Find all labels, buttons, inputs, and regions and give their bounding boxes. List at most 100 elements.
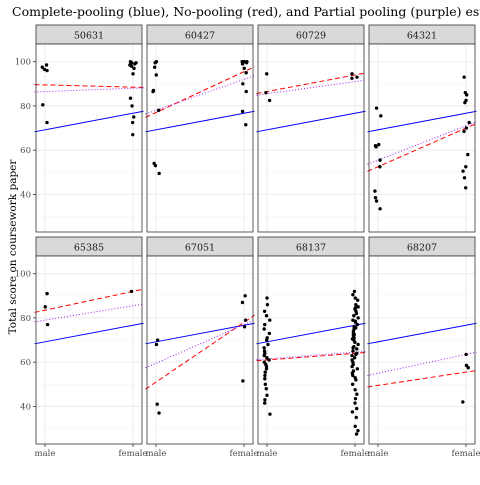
data-point (356, 429, 360, 433)
panel-border (146, 43, 254, 233)
data-point (356, 298, 360, 302)
complete-pooling-line (34, 110, 144, 133)
facet-panel-60427: 60427 (145, 24, 255, 233)
data-point (153, 61, 157, 65)
data-point (355, 367, 360, 371)
panel-border (35, 255, 143, 445)
data-point (157, 171, 161, 176)
complete-pooling-line (256, 322, 366, 345)
data-point (129, 289, 134, 294)
data-point (353, 296, 357, 300)
data-point (355, 322, 360, 327)
data-point (244, 71, 248, 75)
partial-pooling-line (34, 87, 144, 93)
data-point (373, 196, 378, 200)
data-point (354, 311, 359, 316)
facet-strip-label: 60729 (296, 31, 326, 42)
y-tick-label: 60 (20, 146, 31, 156)
data-point (464, 93, 469, 97)
data-point (350, 382, 355, 386)
data-point (263, 382, 268, 386)
data-point (461, 400, 465, 404)
x-tick-label-female: female (340, 449, 369, 459)
data-point (353, 388, 357, 392)
data-point (243, 318, 248, 322)
data-point (265, 356, 269, 360)
data-point (128, 96, 133, 100)
data-point (353, 396, 358, 401)
data-point (464, 352, 468, 357)
data-point (131, 120, 135, 125)
data-point (152, 65, 157, 69)
data-point (464, 126, 469, 130)
facet-strip-label: 68137 (296, 243, 326, 254)
y-tick-label: 40 (20, 190, 31, 200)
data-point (265, 72, 269, 76)
data-point (268, 412, 272, 416)
x-tick-label-female: female (229, 449, 258, 459)
complete-pooling-line (367, 322, 477, 345)
complete-pooling-line (34, 322, 144, 345)
data-point (156, 108, 161, 113)
data-point (263, 373, 267, 378)
facet-strip-label: 68207 (407, 243, 437, 254)
data-point (242, 66, 246, 71)
facet-panel-68207: 68207 male female (367, 236, 480, 459)
partial-pooling-line (145, 319, 255, 369)
no-pooling-line (367, 370, 477, 388)
panel-border (368, 255, 476, 445)
data-point (354, 352, 358, 357)
no-pooling-line (34, 288, 144, 313)
no-pooling-line (145, 66, 255, 118)
data-point (157, 411, 161, 415)
panel-border (368, 43, 476, 233)
data-point (131, 72, 135, 76)
complete-pooling-line (145, 322, 255, 345)
x-tick-label-male: male (257, 449, 278, 459)
panel-background (147, 256, 253, 444)
data-point (354, 378, 358, 382)
panel-border (146, 255, 254, 445)
data-point (263, 398, 267, 402)
data-point (379, 114, 383, 118)
data-point (43, 305, 47, 309)
x-tick-label-male: male (35, 449, 56, 459)
facet-strip-label: 60427 (185, 31, 215, 42)
facet-strip-label: 50631 (74, 31, 104, 42)
data-point (353, 401, 357, 405)
data-point (155, 402, 159, 406)
data-point (40, 65, 44, 69)
data-point (244, 61, 249, 65)
complete-pooling-line (367, 110, 477, 133)
data-point (130, 104, 134, 108)
partial-pooling-line (367, 351, 477, 376)
panel-background (258, 256, 364, 444)
data-point (374, 145, 378, 149)
data-point (354, 432, 359, 436)
data-point (264, 387, 268, 391)
data-point (378, 207, 382, 211)
data-point (350, 373, 355, 378)
data-point (466, 365, 470, 370)
data-point (356, 316, 360, 320)
data-point (264, 367, 269, 371)
data-point (133, 62, 137, 66)
data-point (265, 393, 269, 398)
data-point (462, 129, 466, 134)
data-point (462, 75, 466, 79)
data-point (45, 120, 49, 125)
y-tick-label: 100 (15, 270, 31, 280)
data-point (41, 103, 45, 107)
data-point (132, 66, 136, 71)
complete-pooling-line (145, 110, 255, 133)
panel-background (258, 44, 364, 232)
data-point (350, 72, 354, 76)
panel-background (369, 256, 475, 444)
data-point (355, 406, 359, 411)
data-point (355, 75, 359, 79)
no-pooling-line (145, 314, 255, 390)
data-point (353, 424, 357, 429)
data-point (355, 347, 359, 351)
